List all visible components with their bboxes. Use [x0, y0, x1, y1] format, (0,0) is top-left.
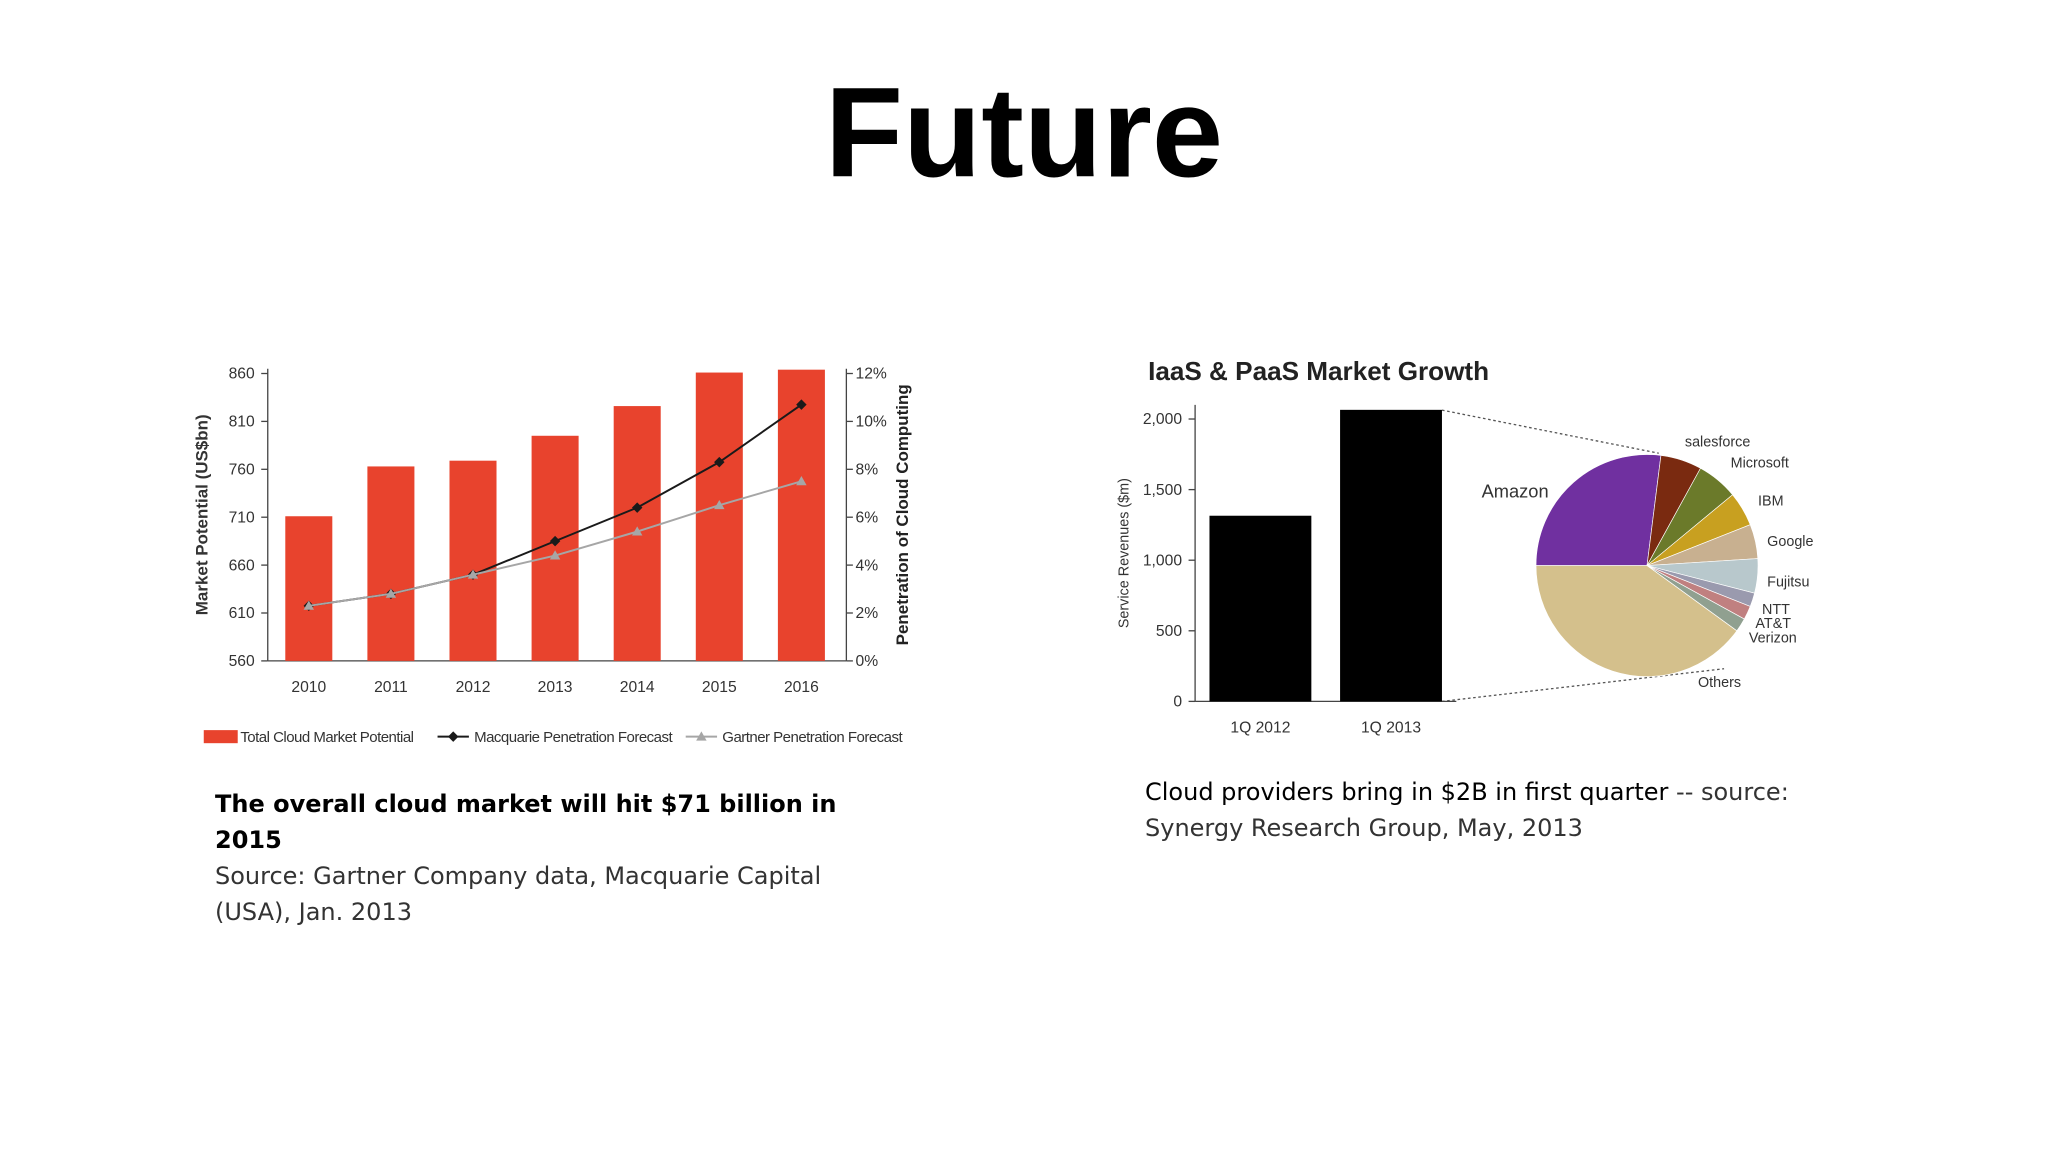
line-marker: [796, 399, 807, 410]
bar: [285, 516, 333, 661]
y-axis-label: Service Revenues ($m): [1116, 478, 1132, 628]
line-marker: [385, 588, 397, 598]
y-tick-label: 610: [229, 605, 255, 622]
caption-source: -- source: Synergy Research Group, May, …: [1145, 778, 1789, 842]
legend-swatch: [203, 730, 238, 744]
line-marker: [467, 569, 479, 579]
y2-axis-label: Penetration of Cloud Computing: [893, 384, 912, 645]
x-tick-label: 2012: [456, 679, 491, 696]
y-tick-label: 2,000: [1143, 411, 1182, 428]
line-marker: [714, 500, 725, 510]
x-tick-label: 2010: [291, 679, 326, 696]
pie-slice: [1535, 454, 1662, 566]
caption: The overall cloud market will hit $71 bi…: [215, 786, 855, 930]
y2-tick-label: 6%: [856, 509, 879, 526]
y-tick-label: 560: [229, 653, 255, 670]
line-marker: [714, 456, 725, 468]
caption-source: Source: Gartner Company data, Macquarie …: [215, 862, 822, 926]
bar: [449, 460, 497, 661]
line-marker: [448, 731, 459, 742]
x-tick-label: 2013: [538, 679, 573, 696]
chart-title: IaaS & PaaS Market Growth: [1148, 356, 1489, 386]
line-marker: [549, 550, 561, 560]
pie-label: Google: [1767, 534, 1813, 550]
pie-slice: [1535, 565, 1738, 677]
x-tick-label: 2016: [784, 679, 819, 696]
pie-label: salesforce: [1685, 435, 1750, 451]
x-tick-label: 1Q 2013: [1361, 720, 1421, 737]
pie-label: NTT: [1762, 602, 1790, 618]
pie-label: AT&T: [1755, 616, 1791, 632]
x-tick-label: 2014: [620, 679, 655, 696]
y-tick-label: 1,500: [1143, 482, 1182, 499]
line-marker: [303, 600, 315, 610]
pie-label: IBM: [1758, 493, 1784, 509]
y2-tick-label: 10%: [856, 414, 887, 431]
bar: [1340, 409, 1442, 702]
y2-tick-label: 4%: [856, 557, 879, 574]
line-marker: [796, 476, 807, 486]
caption-headline: Cloud providers bring in $2B in first qu…: [1145, 778, 1669, 806]
line-marker: [631, 502, 643, 513]
x-tick-label: 1Q 2012: [1230, 720, 1290, 737]
y-axis-label: Market Potential (US$bn): [193, 414, 212, 615]
legend-label: Total Cloud Market Potential: [240, 729, 413, 746]
bar: [777, 369, 825, 661]
connector: [1441, 668, 1725, 703]
y-tick-label: 710: [229, 509, 255, 526]
pie-label: Fujitsu: [1767, 574, 1809, 590]
y2-tick-label: 8%: [856, 462, 879, 479]
line-marker: [696, 731, 707, 741]
legend-label: Macquarie Penetration Forecast: [474, 729, 673, 746]
bar: [367, 466, 415, 661]
x-tick-label: 2011: [374, 679, 408, 696]
pie-label: Others: [1698, 675, 1741, 691]
bar: [695, 372, 743, 661]
bar: [1209, 515, 1312, 702]
y2-tick-label: 12%: [856, 366, 887, 383]
slide-title: Future: [825, 61, 1223, 204]
y-tick-label: 810: [229, 414, 255, 431]
line-marker: [549, 535, 561, 547]
y-tick-label: 500: [1156, 623, 1182, 640]
caption: Cloud providers bring in $2B in first qu…: [1145, 774, 1805, 846]
caption-headline: The overall cloud market will hit $71 bi…: [215, 790, 837, 854]
y2-tick-label: 0%: [856, 653, 879, 670]
y-tick-label: 860: [229, 366, 255, 383]
connector: [1441, 409, 1659, 454]
pie-label: Verizon: [1749, 631, 1797, 647]
legend-label: Gartner Penetration Forecast: [722, 729, 903, 746]
pie-label: Amazon: [1482, 481, 1549, 502]
y-tick-label: 660: [229, 557, 255, 574]
pie-label: Microsoft: [1731, 456, 1789, 472]
y-tick-label: 1,000: [1143, 552, 1182, 569]
x-tick-label: 2015: [702, 679, 737, 696]
line-marker: [631, 526, 643, 536]
y2-tick-label: 2%: [856, 605, 879, 622]
y-tick-label: 760: [229, 462, 255, 479]
y-tick-label: 0: [1173, 694, 1182, 711]
